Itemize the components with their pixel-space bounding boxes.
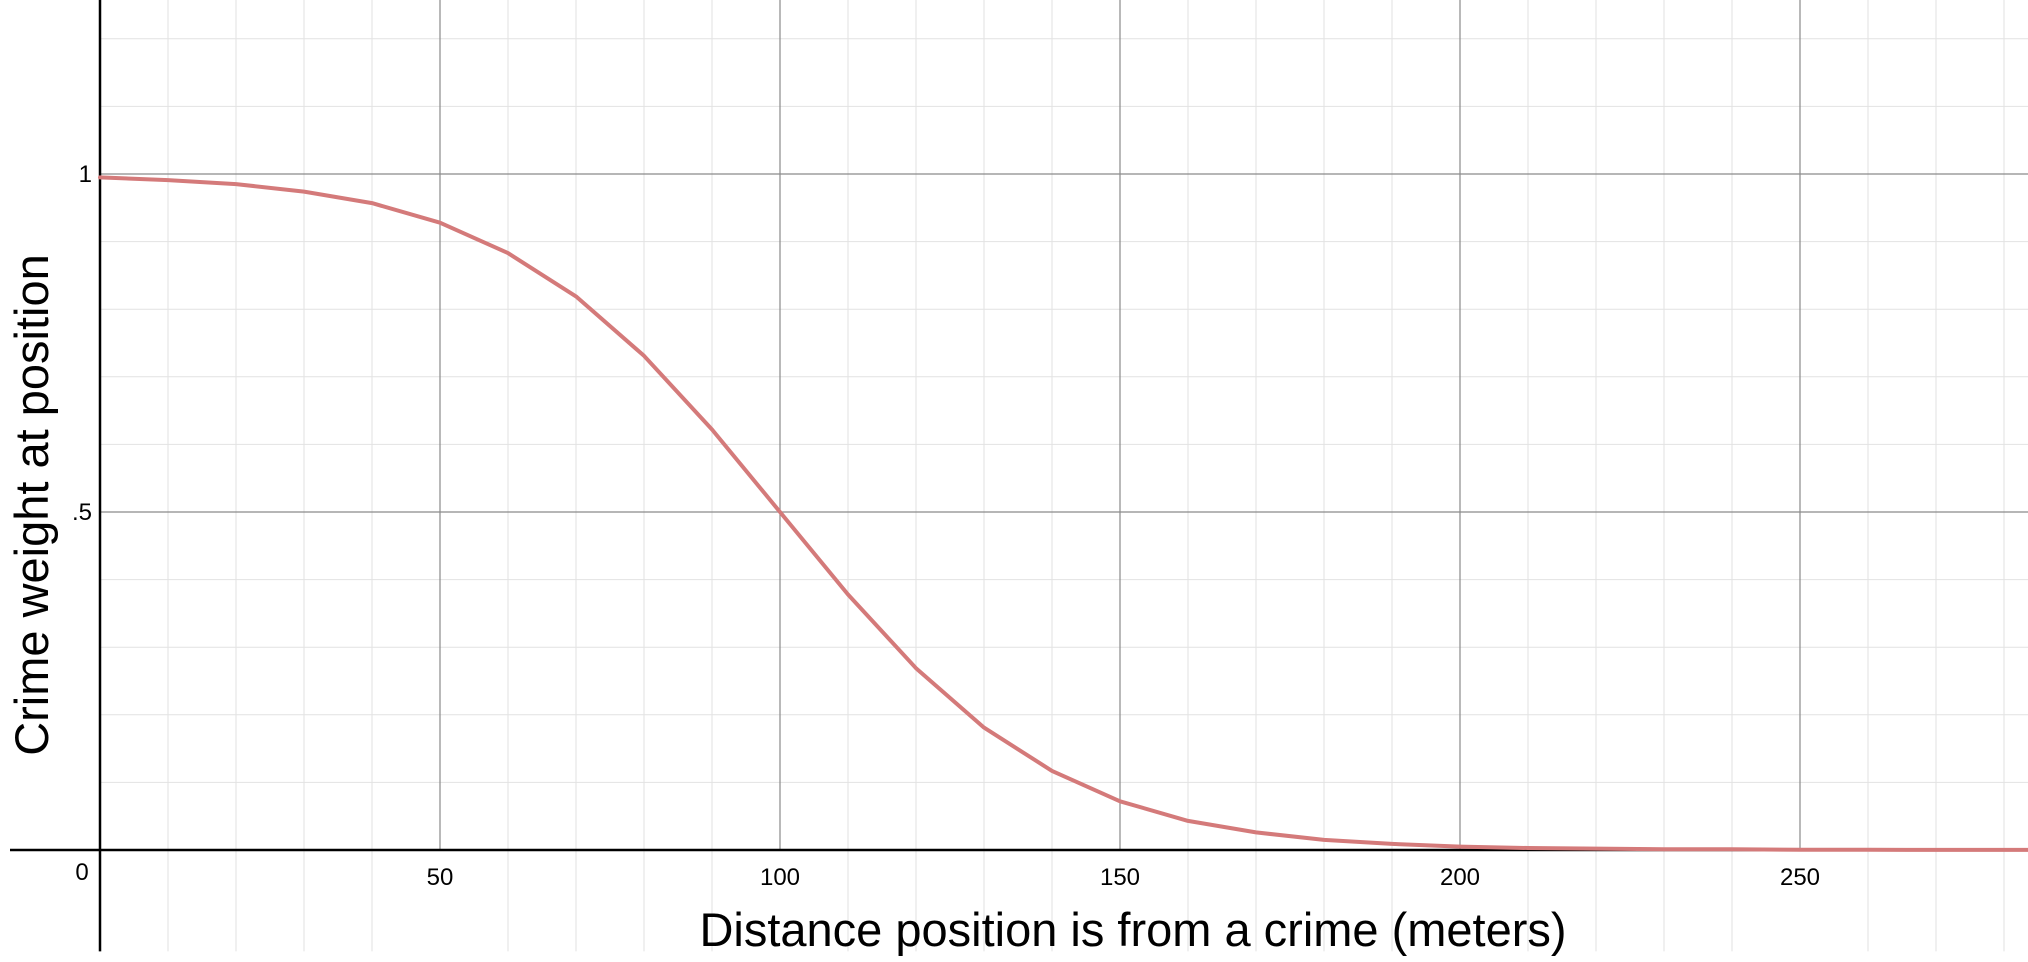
major-grid (100, 0, 2028, 850)
y-axis-title: Crime weight at position (5, 254, 58, 756)
tick-labels: 0 50 100 150 200 250 .5 1 (72, 161, 1820, 891)
x-tick-label: 250 (1780, 864, 1820, 891)
x-tick-label: 100 (760, 864, 800, 891)
axes (10, 0, 2028, 952)
series-layer (98, 175, 2028, 852)
x-tick-label: 200 (1440, 864, 1480, 891)
x-axis-title: Distance position is from a crime (meter… (699, 903, 1566, 956)
curve-line (98, 175, 2028, 852)
x-tick-label: 0 (75, 859, 88, 886)
x-tick-label: 50 (427, 864, 454, 891)
y-tick-label: 1 (79, 161, 92, 188)
y-tick-label: .5 (72, 499, 92, 526)
x-tick-label: 150 (1100, 864, 1140, 891)
minor-grid (100, 0, 2028, 952)
